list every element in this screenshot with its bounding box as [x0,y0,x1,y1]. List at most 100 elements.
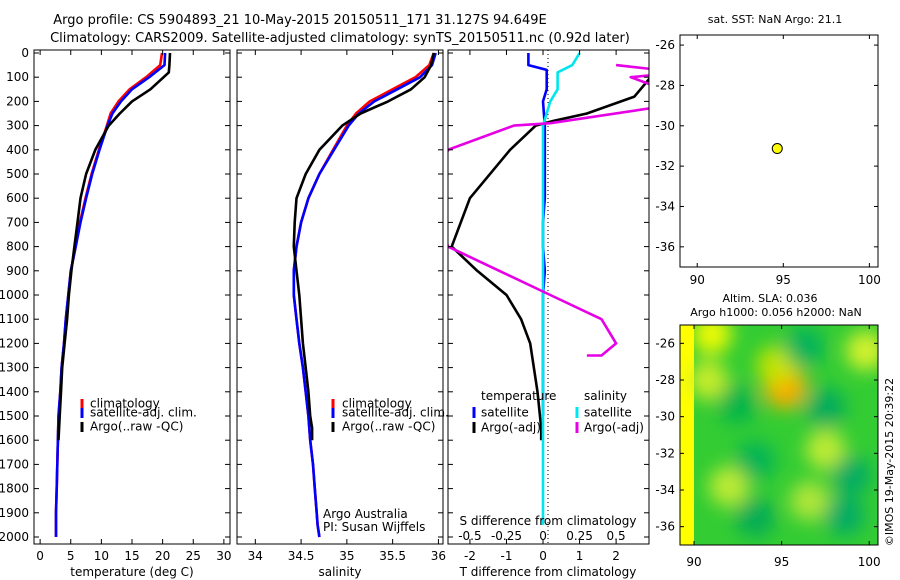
y-tick-label: 1600 [0,433,29,447]
s-diff-tick-label: 0.5 [607,529,626,543]
argo-location-marker [771,143,783,155]
y-tick-label: 600 [6,191,29,205]
salinity-panel: 34 34.5 35 35.5 36 salinity climatology sate… [236,49,449,579]
y-tick-label: 800 [6,240,29,254]
y-tick-label: 1000 [0,288,29,302]
map-y-tick-label: -34 [655,483,675,497]
satellite-adj-line [292,52,437,538]
s-diff-tick-label: 0.25 [566,529,593,543]
map-y-tick-label: -32 [655,446,675,460]
x-tick-label: 15 [124,549,139,563]
map-x-tick-label: 90 [690,273,705,287]
climatology-line [292,52,436,538]
argo-line [292,52,436,441]
legend-label-argo: Argo(..raw -QC) [342,420,435,434]
x-tick-label: 0 [539,549,547,563]
sla-map-panel: Altim. SLA: 0.036 Argo h1000: 0.056 h200… [655,292,881,569]
map-y-tick-label: -36 [655,520,675,534]
map-y-tick-label: -30 [655,410,675,424]
salinity-axes-frame [236,49,444,545]
x-tick-label: 34 [248,549,263,563]
y-tick-label: 400 [6,143,29,157]
y-tick-label: 500 [6,167,29,181]
s-satellite-line [541,52,581,525]
sla-blob [709,466,750,507]
map-y-tick-label: -28 [655,78,675,92]
sla-blob [688,360,729,400]
sla-blob [805,387,846,428]
temperature-axes-frame [33,49,231,545]
t-difference-xlabel: T difference from climatology [459,565,637,579]
sla-blob [831,455,872,496]
difference-legend: temperature salinity satellite Argo(-adj… [472,389,644,435]
y-tick-label: 200 [6,94,29,108]
sla-blob [784,327,825,367]
x-tick-label: 35 [339,549,354,563]
annotation-argo-australia: Argo Australia [323,507,408,521]
y-tick-label: 1900 [0,506,29,520]
annotation-pi: PI: Susan Wijffels [323,520,425,534]
y-tick-label: 1300 [0,361,29,375]
sla-title-line2: Argo h1000: 0.056 h2000: NaN [690,306,862,319]
x-tick-label: 34.5 [288,549,315,563]
x-tick-label: 0 [36,549,44,563]
sla-blob [789,481,830,521]
sla-blob [735,440,776,481]
argo-line [57,52,172,441]
sla-blob [845,330,878,371]
legend-title-temperature: temperature [481,389,556,403]
map-y-tick-label: -28 [655,373,675,387]
legend-label-climatology: climatology [90,397,160,411]
y-tick-label: 900 [6,264,29,278]
salinity-legend: climatology satellite-adj. clim. Argo(..… [331,397,449,434]
sla-blob [735,497,776,538]
map-x-tick-label: 95 [774,555,789,569]
satellite-adj-line [54,52,167,537]
y-tick-label: 700 [6,215,29,229]
sla-map-frame [679,324,879,546]
legend-title-salinity: salinity [584,389,627,403]
y-tick-label: 1400 [0,385,29,399]
map-x-tick-label: 90 [686,555,701,569]
s-diff-tick-label: -0.5 [458,529,481,543]
temperature-panel: 0100200300400500600700800900100011001200… [0,46,232,579]
x-tick-label: 5 [67,549,75,563]
map-x-tick-label: 95 [776,273,791,287]
map-y-tick-label: -26 [655,38,675,52]
sla-blob [717,383,758,424]
legend-label-satellite: satellite-adj. clim. [342,406,449,420]
map-x-tick-label: 100 [858,555,881,569]
s-argo-line [448,63,649,357]
location-map-panel: sat. SST: NaN Argo: 21.1 90 95 100 -26 -28 -… [655,13,880,287]
x-tick-label: 25 [186,549,201,563]
x-tick-label: 30 [216,549,231,563]
figure-title-line1: Argo profile: CS 5904893_21 10-May-2015 … [53,13,546,28]
sst-title: sat. SST: NaN Argo: 21.1 [708,13,842,26]
x-tick-label: 36 [431,549,446,563]
x-tick-label: 2 [612,549,620,563]
t-argo-line [450,77,649,441]
temperature-legend: climatology satellite-adj. clim. Argo(..… [80,397,197,434]
map-x-tick-label: 100 [858,273,881,287]
legend-label-argo: Argo(..raw -QC) [90,420,183,434]
legend-label-s-argo: Argo(-adj) [584,421,644,435]
x-tick-label: 1 [576,549,584,563]
y-tick-label: 1800 [0,482,29,496]
difference-axes-frame [447,49,650,545]
salinity-xlabel: salinity [318,565,361,579]
legend-label-t-satellite: satellite [481,406,529,420]
map-y-tick-label: -34 [655,199,675,213]
x-tick-label: -2 [464,549,476,563]
y-tick-label: 1100 [0,312,29,326]
x-tick-label: -1 [500,549,512,563]
temperature-xlabel: temperature (deg C) [70,565,193,579]
legend-label-t-argo: Argo(-adj) [481,421,541,435]
sla-blob [691,325,732,355]
legend-label-s-satellite: satellite [584,406,632,420]
legend-label-climatology: climatology [342,397,412,411]
x-tick-label: 35.5 [379,549,406,563]
y-tick-label: 1700 [0,457,29,471]
x-tick-label: 10 [94,549,109,563]
map-y-tick-label: -30 [655,119,675,133]
